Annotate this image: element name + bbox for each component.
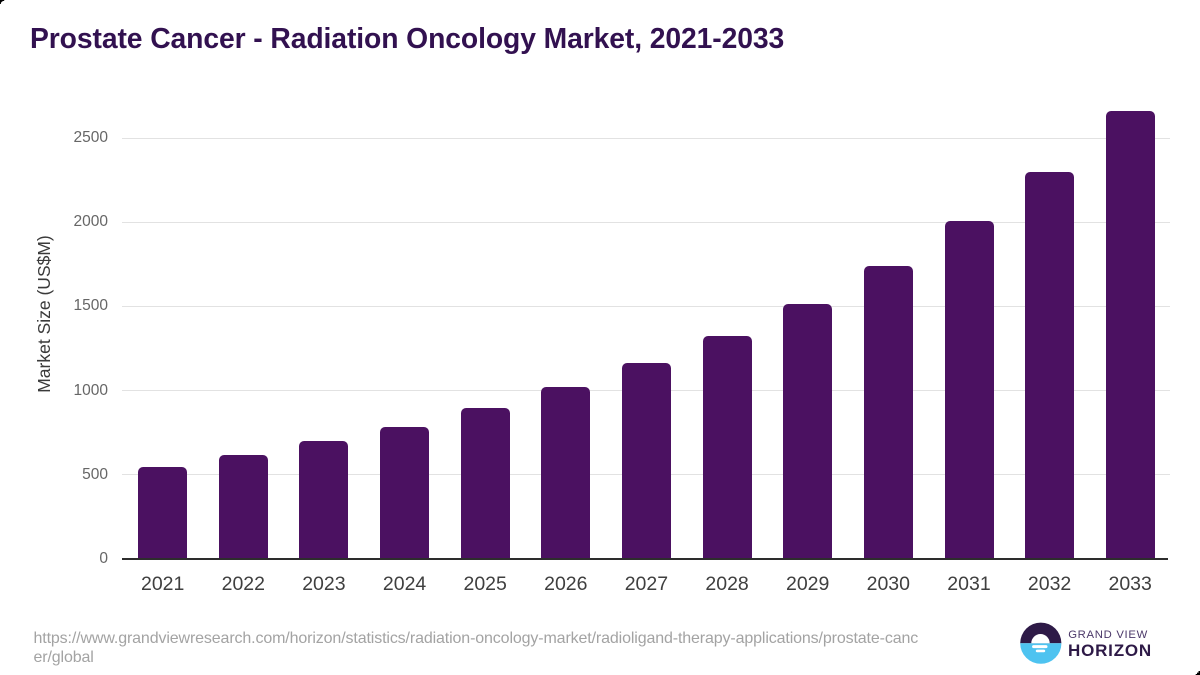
svg-text:HORIZON: HORIZON: [1068, 641, 1152, 660]
svg-text:GRAND VIEW: GRAND VIEW: [1068, 629, 1148, 641]
